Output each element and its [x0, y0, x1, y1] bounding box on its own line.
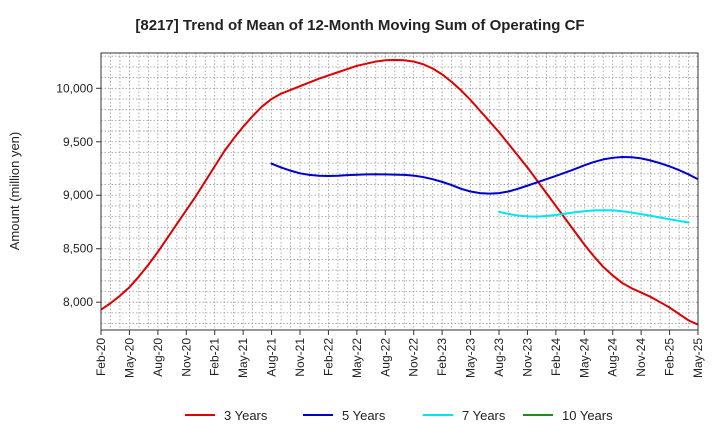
- x-tick-label: Nov-20: [179, 338, 193, 377]
- x-tick-label: Aug-23: [492, 338, 506, 377]
- x-tick-label: May-24: [577, 338, 591, 378]
- x-tick-label: May-23: [464, 338, 478, 378]
- x-tick-label: Feb-22: [321, 338, 335, 376]
- series-line-3-years: [101, 58, 698, 326]
- y-tick-label: 9,500: [63, 135, 93, 149]
- y-tick-label: 10,000: [56, 81, 93, 95]
- x-tick-label: Nov-21: [293, 338, 307, 377]
- legend-label-5-years: 5 Years: [342, 408, 386, 423]
- y-axis-label: Amount (million yen): [7, 132, 22, 251]
- plot-frame: [100, 52, 699, 331]
- y-tick-label: 9,000: [63, 188, 93, 202]
- series-layer: [101, 58, 698, 326]
- grid: [101, 53, 698, 330]
- series-line-7-years: [498, 209, 690, 224]
- x-tick-label: Nov-23: [520, 338, 534, 377]
- legend: 3 Years 5 Years 7 Years 10 Years: [185, 408, 613, 423]
- x-tick-label: May-25: [691, 338, 705, 378]
- x-tick-label: Feb-23: [435, 338, 449, 376]
- y-axis-ticks: 8,000 8,500 9,000 9,500 10,000: [56, 81, 101, 309]
- x-tick-label: Aug-21: [265, 338, 279, 377]
- x-tick-label: Feb-24: [549, 338, 563, 376]
- x-tick-label: Aug-22: [378, 338, 392, 377]
- x-tick-label: Feb-21: [208, 338, 222, 376]
- x-tick-label: May-20: [122, 338, 136, 378]
- x-tick-label: Nov-24: [634, 338, 648, 377]
- x-tick-label: Feb-20: [94, 338, 108, 376]
- chart-title: [8217] Trend of Mean of 12-Month Moving …: [135, 17, 584, 34]
- x-tick-label: Nov-22: [407, 338, 421, 377]
- series-line-5-years: [270, 155, 698, 195]
- y-tick-label: 8,500: [63, 242, 93, 256]
- x-tick-label: Feb-25: [663, 338, 677, 376]
- legend-label-3-years: 3 Years: [224, 408, 268, 423]
- x-tick-label: May-22: [350, 338, 364, 378]
- y-tick-label: 8,000: [63, 295, 93, 309]
- legend-label-10-years: 10 Years: [562, 408, 613, 423]
- x-tick-label: Aug-24: [606, 338, 620, 377]
- legend-label-7-years: 7 Years: [462, 408, 506, 423]
- x-axis-ticks: Feb-20 May-20 Aug-20 Nov-20 Feb-21 May-21 Aug-…: [94, 330, 705, 378]
- x-tick-label: May-21: [236, 338, 250, 378]
- x-tick-label: Aug-20: [151, 338, 165, 377]
